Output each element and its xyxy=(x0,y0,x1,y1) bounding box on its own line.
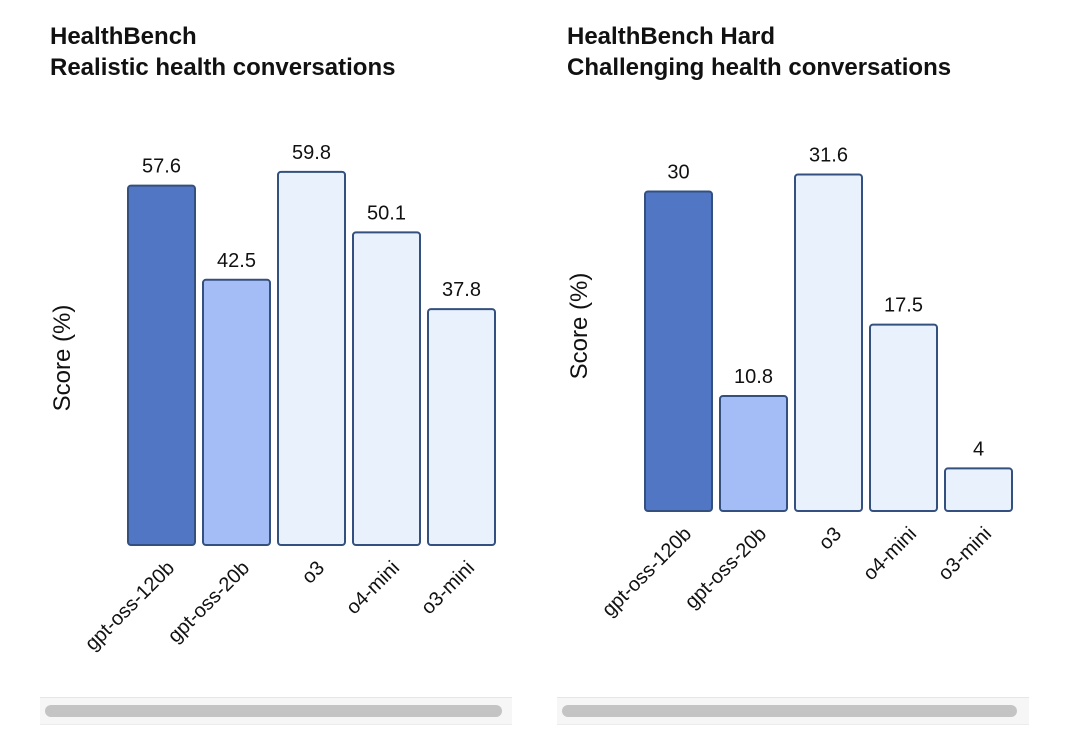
x-tick-label-gpt-oss-120b: gpt-oss-120b xyxy=(81,557,179,655)
x-tick-label-o3-mini: o3-mini xyxy=(417,557,479,619)
y-axis-label: Score (%) xyxy=(49,305,76,412)
data-label-gpt-oss-120b: 30 xyxy=(667,162,689,184)
data-label-o4-mini: 50.1 xyxy=(367,202,406,224)
chart-panel-healthbench-hard: HealthBench Hard Challenging health conv… xyxy=(540,0,1080,738)
chart-title: HealthBench xyxy=(50,23,197,50)
chart-title: HealthBench Hard xyxy=(567,23,776,50)
bar-gpt-oss-120b xyxy=(644,190,713,512)
data-label-gpt-oss-20b: 42.5 xyxy=(217,250,256,272)
data-label-o3: 59.8 xyxy=(292,142,331,164)
x-tick-label-o4-mini: o4-mini xyxy=(342,557,404,619)
bar-chart-healthbench-hard: Score (%) 30 gpt-oss-120b 10.8 gpt-oss-20b 31… xyxy=(566,144,1013,621)
y-axis-label: Score (%) xyxy=(566,273,593,380)
bar-gpt-oss-20b xyxy=(202,278,271,546)
data-label-o3-mini: 4 xyxy=(973,438,984,460)
x-tick-label-gpt-oss-20b: gpt-oss-20b xyxy=(681,523,771,613)
x-tick-label-o3: o3 xyxy=(815,523,846,554)
x-tick-label-o4-mini: o4-mini xyxy=(859,523,921,585)
bar-o3 xyxy=(277,170,346,547)
bar-gpt-oss-120b xyxy=(127,184,196,547)
bar-o4-mini xyxy=(869,323,938,512)
data-label-o3-mini: 37.8 xyxy=(442,279,481,301)
x-tick-label-o3-mini: o3-mini xyxy=(934,523,996,585)
x-tick-label-gpt-oss-20b: gpt-oss-20b xyxy=(164,557,254,647)
data-label-o4-mini: 17.5 xyxy=(884,295,923,317)
bar-gpt-oss-20b xyxy=(719,394,788,513)
chart-panel-healthbench: HealthBench Realistic health conversatio… xyxy=(40,23,512,725)
scrollbar-thumb[interactable] xyxy=(45,705,502,717)
x-tick-label-o3: o3 xyxy=(298,557,329,588)
bar-o3-mini xyxy=(944,467,1013,512)
bar-o3-mini xyxy=(427,308,496,546)
x-tick-label-gpt-oss-120b: gpt-oss-120b xyxy=(598,523,696,621)
chart-subtitle: Realistic health conversations xyxy=(50,54,396,81)
bar-o4-mini xyxy=(352,231,421,546)
chart-subtitle: Challenging health conversations xyxy=(567,54,952,81)
scrollbar-thumb[interactable] xyxy=(562,705,1017,717)
horizontal-scrollbar[interactable] xyxy=(557,697,1029,725)
data-label-gpt-oss-120b: 57.6 xyxy=(142,156,181,178)
data-label-gpt-oss-20b: 10.8 xyxy=(734,366,773,388)
horizontal-scrollbar[interactable] xyxy=(40,697,512,725)
data-label-o3: 31.6 xyxy=(809,144,848,166)
bar-chart-healthbench: Score (%) 57.6 gpt-oss-120b 42.5 gpt-oss-20b… xyxy=(49,142,496,655)
bar-o3 xyxy=(794,173,863,513)
